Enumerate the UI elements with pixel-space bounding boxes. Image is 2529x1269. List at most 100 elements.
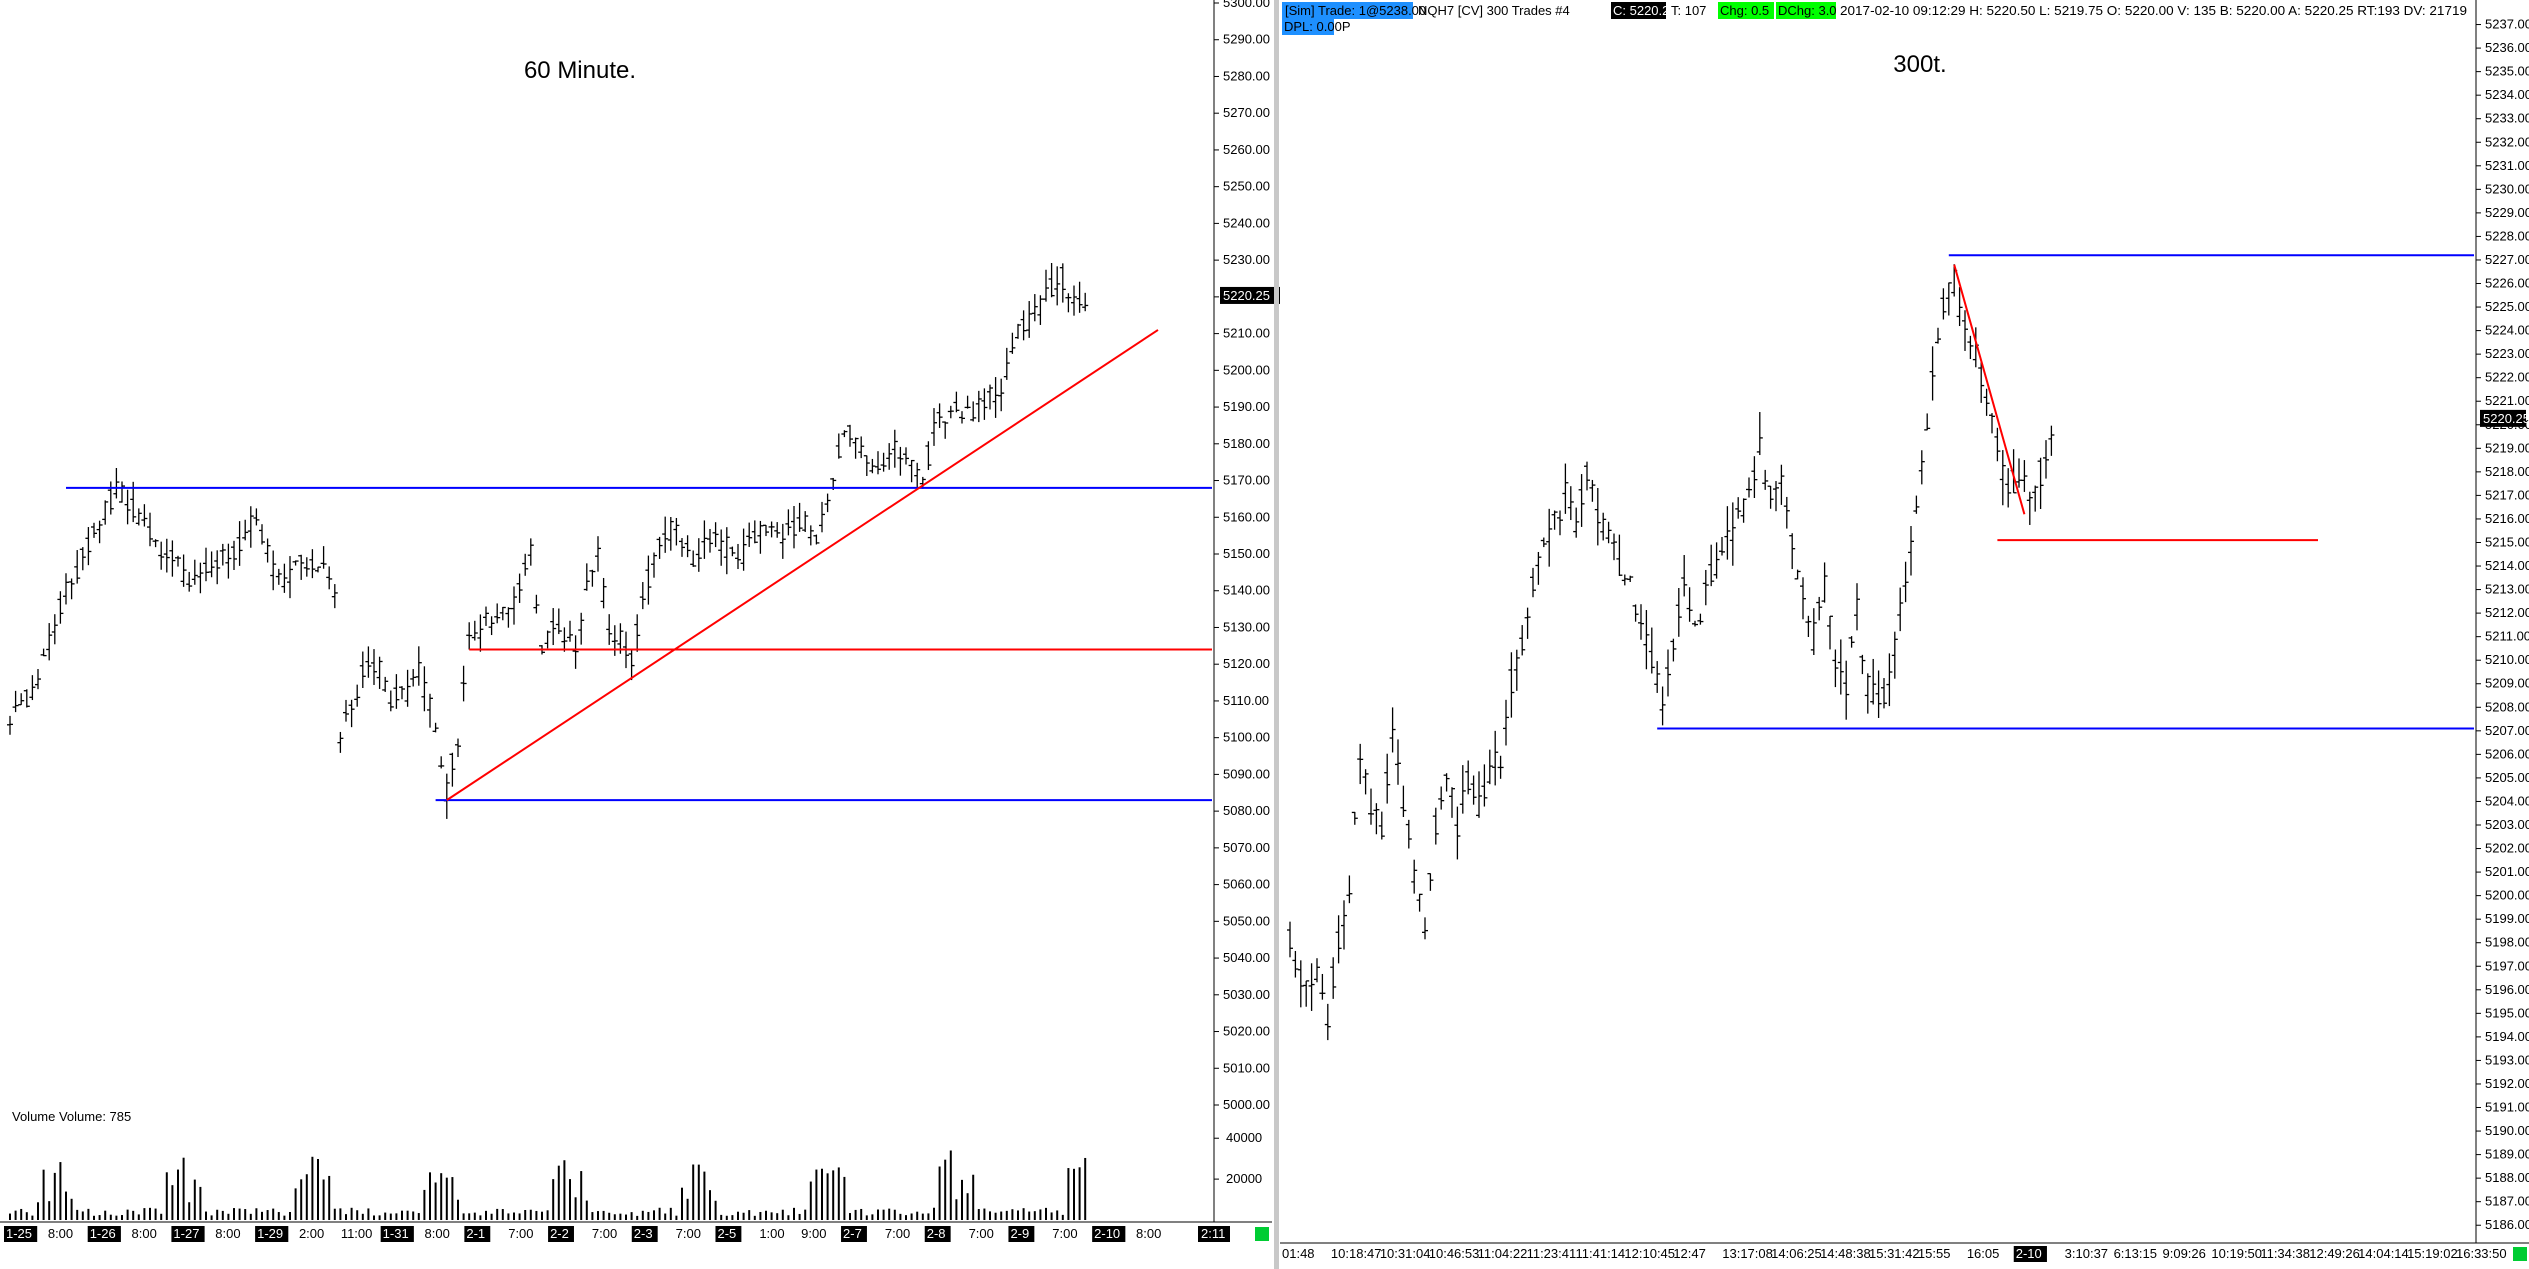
y-tick-label: 5215.00 [2485, 534, 2529, 549]
price-bar [1427, 872, 1434, 891]
price-bar [214, 550, 221, 585]
y-tick-label: 5204.00 [2485, 793, 2529, 808]
left-price-axis[interactable]: 5300.00 5290.00 5280.00 5270.00 5260.00 5250.… [1214, 0, 1282, 1186]
price-bar [40, 648, 47, 657]
price-bar [197, 562, 204, 594]
price-bar [1026, 301, 1033, 338]
price-bar [1751, 456, 1758, 499]
y-tick: 5225.00 [2476, 299, 2529, 314]
price-bar [113, 467, 120, 499]
last-price-tag: 5220.25 [1220, 286, 1282, 304]
price-bar [1675, 588, 1682, 637]
x-tick-label: 10:46:53 [1429, 1246, 1480, 1261]
price-bar [303, 557, 310, 577]
price-bar [382, 676, 389, 692]
price-bar [679, 538, 685, 557]
y-tick: 5232.00 [2476, 134, 2529, 149]
right-price-axis[interactable]: 5237.00 5236.00 5235.00 5234.00 5233.00 5232.… [2476, 17, 2529, 1233]
price-bar [1837, 639, 1844, 695]
left-plot-area[interactable] [0, 0, 1214, 1222]
price-bar [1956, 287, 1963, 327]
price-bar [595, 536, 601, 572]
price-bar [1492, 730, 1499, 786]
last-price-tag: 5220.25 [2480, 409, 2529, 427]
y-tick-label: 5250.00 [1223, 179, 1270, 194]
price-bar [79, 547, 86, 571]
y-tick-label: 5300.00 [1223, 0, 1270, 10]
price-bar [673, 517, 680, 546]
price-bar [1762, 469, 1769, 490]
price-bar [292, 560, 299, 566]
price-bar [2048, 425, 2055, 456]
price-bar [606, 614, 613, 645]
price-bar [1449, 787, 1455, 818]
x-tick-label: 6:13:15 [2114, 1246, 2157, 1261]
panel-divider[interactable] [1274, 0, 1279, 1269]
price-bar [242, 519, 249, 541]
price-bar [1362, 769, 1369, 795]
last-price-label: 5220.25 [1223, 288, 1270, 303]
y-tick: 5233.00 [2476, 111, 2529, 126]
x-tick: 2-9 [1008, 1226, 1035, 1242]
price-bar [1303, 980, 1310, 1007]
price-bar [1389, 707, 1396, 753]
y-tick: 5120.00 [1214, 656, 1270, 671]
y-tick: 5235.00 [2476, 64, 2529, 79]
price-bar [85, 527, 92, 566]
x-tick: 8:00 [425, 1226, 450, 1241]
price-bar [124, 489, 131, 525]
price-bar [1978, 362, 1985, 403]
right-chart-title: 300t. [1893, 51, 1946, 78]
y-tick-label: 5187.00 [2485, 1194, 2529, 1209]
price-bar [516, 573, 523, 603]
price-bar [315, 566, 321, 573]
price-bar [869, 458, 876, 474]
left-time-axis[interactable]: 1-25 8:00 1-26 8:00 1-27 8:00 1-29 2:00 11:00 1-3… [4, 1226, 1230, 1242]
y-tick-label: 5090.00 [1223, 766, 1270, 781]
x-tick: 1-31 [380, 1226, 414, 1242]
x-tick-label: 11:34:38 [2260, 1246, 2310, 1261]
price-bar [7, 715, 13, 735]
price-bar [1071, 285, 1077, 316]
price-bar [2032, 485, 2039, 512]
x-tick-label: 7:00 [592, 1226, 617, 1241]
red-trendline[interactable] [1953, 264, 2026, 515]
y-tick: 5290.00 [1214, 32, 1270, 47]
right-plot-area[interactable] [1280, 0, 2478, 1243]
x-tick-label: 12:49:26 [2309, 1246, 2360, 1261]
price-bar [903, 447, 909, 465]
x-tick: 1-27 [171, 1226, 205, 1242]
x-tick: 11:04:22 [1478, 1246, 1528, 1261]
price-bar [415, 646, 422, 686]
right-drawn-lines[interactable] [1657, 254, 2474, 730]
x-tick-label: 2-5 [717, 1226, 736, 1241]
price-bar [259, 524, 265, 545]
price-bar [1357, 743, 1364, 785]
price-bar [343, 699, 349, 722]
y-tick: 5193.00 [2476, 1052, 2529, 1067]
volume-tick: 40000 [1214, 1130, 1262, 1145]
x-tick-label: 9:09:26 [2163, 1246, 2206, 1261]
price-bar [1913, 495, 1920, 514]
price-bar [785, 509, 792, 536]
left-drawn-lines[interactable] [66, 329, 1212, 802]
x-tick: 12:47 [1673, 1246, 1706, 1261]
price-bar [175, 555, 181, 567]
x-tick-label: 2-9 [1010, 1226, 1029, 1241]
y-tick: 5250.00 [1214, 179, 1270, 194]
red-trendline[interactable] [446, 329, 1159, 801]
price-bar [835, 433, 842, 459]
price-bar [667, 517, 674, 551]
price-bar [718, 529, 725, 566]
y-tick: 5270.00 [1214, 105, 1270, 120]
y-tick: 5187.00 [2476, 1194, 2529, 1209]
y-tick: 5230.00 [1214, 252, 1270, 267]
x-tick: 2-7 [841, 1226, 867, 1242]
price-bar [371, 649, 377, 685]
x-tick: 15:19:02 [2407, 1246, 2458, 1261]
x-tick-label: 10:19:50 [2211, 1246, 2262, 1261]
price-bar [505, 607, 512, 628]
x-tick: 11:00 [341, 1226, 373, 1241]
